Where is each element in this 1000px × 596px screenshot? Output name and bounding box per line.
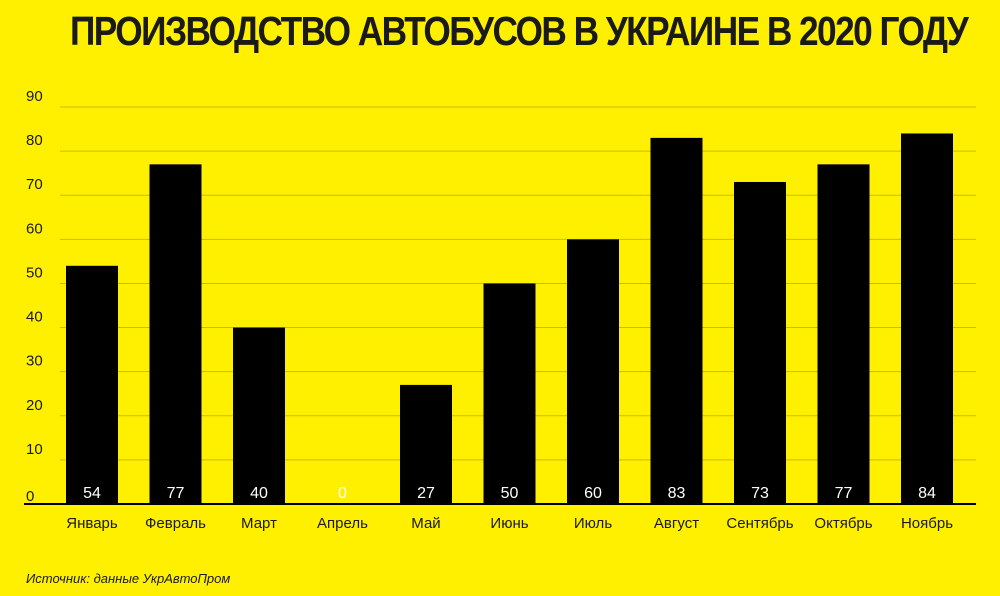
x-tick-label: Сентябрь [726, 515, 793, 532]
data-label: 84 [918, 485, 936, 502]
data-label: 50 [501, 485, 519, 502]
y-tick-label: 0 [26, 488, 34, 505]
x-tick-label: Ноябрь [901, 515, 953, 532]
bar [734, 181, 786, 504]
data-label: 27 [417, 485, 435, 502]
data-label: 83 [668, 485, 686, 502]
bar [567, 239, 619, 505]
x-tick-label: Октябрь [814, 515, 872, 532]
data-label: 73 [751, 485, 769, 502]
x-tick-label: Июль [574, 515, 612, 532]
x-tick-label: Февраль [145, 515, 206, 532]
bar [483, 283, 536, 504]
x-tick-label: Апрель [317, 515, 368, 532]
x-tick-label: Март [241, 515, 277, 532]
x-tick-label: Январь [66, 515, 118, 532]
data-label: 77 [835, 485, 853, 502]
bar [400, 384, 452, 504]
bar [149, 164, 202, 504]
data-label: 0 [338, 485, 347, 502]
bar [901, 133, 953, 504]
data-label: 77 [167, 485, 185, 502]
y-tick-label: 20 [26, 397, 43, 414]
bar [650, 137, 703, 504]
y-tick-label: 40 [26, 309, 43, 326]
bar [233, 327, 285, 504]
bar [66, 265, 118, 504]
data-label: 60 [584, 485, 602, 502]
y-tick-label: 10 [26, 441, 43, 458]
y-tick-label: 70 [26, 176, 43, 193]
y-tick-label: 50 [26, 264, 43, 281]
y-tick-label: 80 [26, 132, 43, 149]
y-tick-label: 90 [26, 88, 43, 105]
y-tick-label: 60 [26, 220, 43, 237]
x-tick-label: Август [654, 515, 699, 532]
x-tick-label: Май [411, 515, 440, 532]
chart-title: ПРОИЗВОДСТВО АВТОБУСОВ В УКРАИНЕ В 2020 … [70, 8, 969, 54]
data-label: 40 [250, 485, 268, 502]
x-tick-label: Июнь [490, 515, 528, 532]
y-tick-label: 30 [26, 353, 43, 370]
bar [817, 164, 870, 504]
source-note: Источник: данные УкрАвтоПром [26, 571, 231, 586]
data-label: 54 [83, 485, 101, 502]
